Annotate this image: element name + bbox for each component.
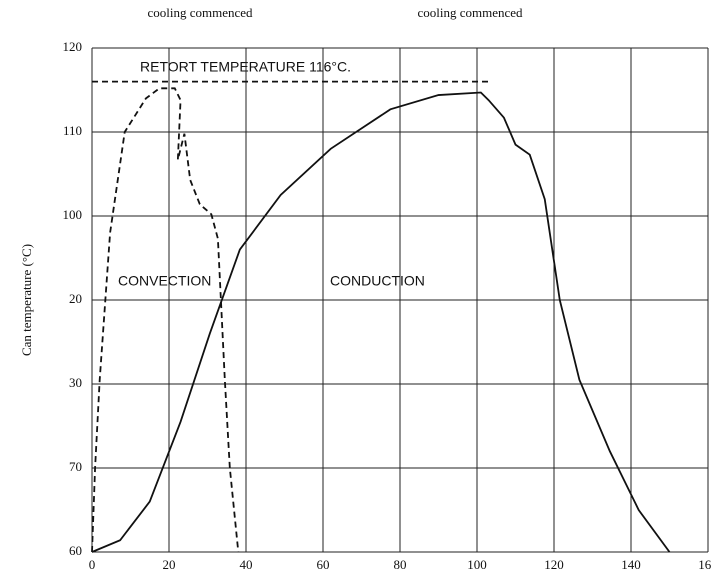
x-tick-label: 160 <box>698 557 711 572</box>
y-tick-label: 110 <box>63 123 82 138</box>
annotation: RETORT TEMPERATURE 116°C. <box>140 59 351 75</box>
annotation: cooling commenced <box>417 5 523 20</box>
y-axis-label: Can temperature (°C) <box>19 244 34 356</box>
annotation: CONDUCTION <box>330 273 425 289</box>
x-tick-label: 80 <box>394 557 407 572</box>
x-tick-label: 100 <box>467 557 487 572</box>
x-tick-label: 0 <box>89 557 96 572</box>
line <box>91 87 240 553</box>
y-tick-label: 30 <box>69 375 82 390</box>
y-tick-label: 60 <box>69 543 82 558</box>
line <box>91 91 671 553</box>
y-tick-label: 120 <box>63 39 83 54</box>
annotation: CONVECTION <box>118 273 211 289</box>
y-tick-label: 70 <box>69 459 82 474</box>
x-tick-label: 20 <box>163 557 176 572</box>
y-tick-label: 20 <box>69 291 82 306</box>
x-tick-label: 140 <box>621 557 641 572</box>
x-tick-label: 40 <box>240 557 253 572</box>
x-tick-label: 120 <box>544 557 564 572</box>
annotation: cooling commenced <box>147 5 253 20</box>
y-tick-label: 100 <box>63 207 83 222</box>
x-tick-label: 60 <box>317 557 330 572</box>
